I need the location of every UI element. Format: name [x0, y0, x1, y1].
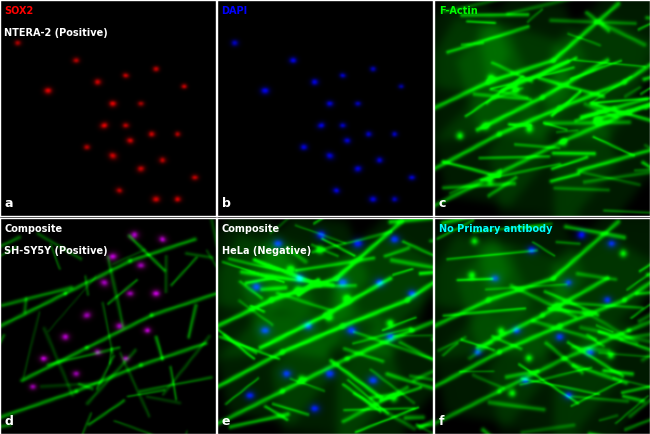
Text: c: c — [439, 197, 446, 210]
Text: a: a — [5, 197, 13, 210]
Text: F-Actin: F-Actin — [439, 7, 478, 16]
Text: f: f — [439, 414, 445, 427]
Text: SH-SY5Y (Positive): SH-SY5Y (Positive) — [5, 246, 108, 256]
Text: b: b — [222, 197, 231, 210]
Text: Composite: Composite — [5, 224, 62, 234]
Text: HeLa (Negative): HeLa (Negative) — [222, 246, 311, 256]
Text: No Primary antibody: No Primary antibody — [439, 224, 552, 234]
Text: NTERA-2 (Positive): NTERA-2 (Positive) — [5, 28, 108, 38]
Text: DAPI: DAPI — [222, 7, 248, 16]
Text: Composite: Composite — [222, 224, 280, 234]
Text: SOX2: SOX2 — [5, 7, 34, 16]
Text: d: d — [5, 414, 13, 427]
Text: e: e — [222, 414, 230, 427]
